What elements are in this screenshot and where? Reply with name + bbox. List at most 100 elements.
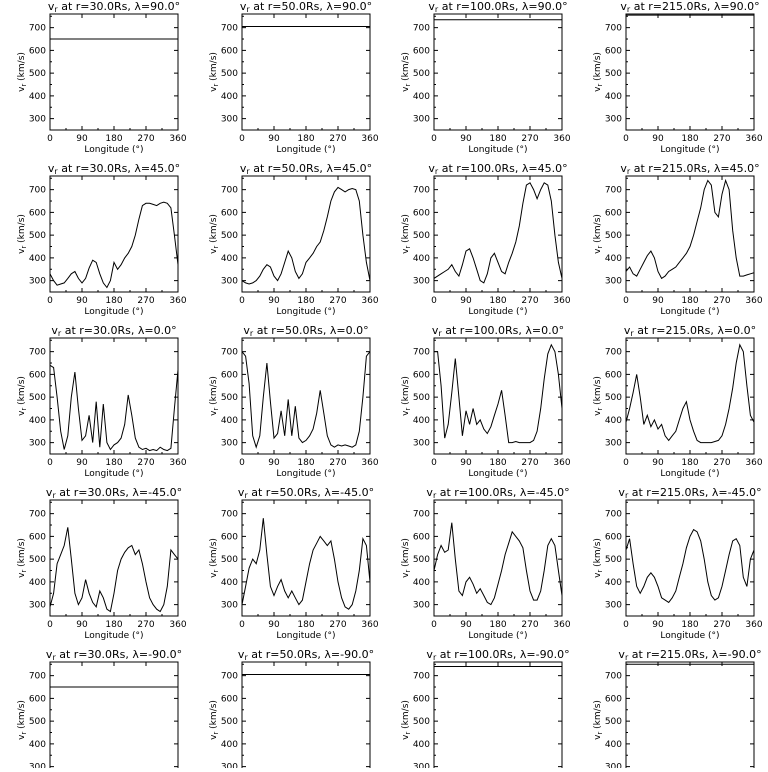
y-tick-label: 400 xyxy=(605,416,622,426)
y-tick-label: 400 xyxy=(221,578,238,588)
plot-frame xyxy=(49,337,179,455)
series-line xyxy=(50,201,178,289)
panel-title: vr at r=30.0Rs, λ=-45.0° xyxy=(46,486,182,500)
x-tick-label: 180 xyxy=(489,620,506,630)
x-tick-label: 90 xyxy=(268,620,280,630)
x-tick-label: 270 xyxy=(329,134,346,144)
y-tick-label: 300 xyxy=(413,439,430,449)
x-tick-label: 90 xyxy=(76,620,88,630)
panel-r3-c3: vr at r=215.0Rs, λ=-45.0° 0 90 180 270 360 300… xyxy=(593,486,763,641)
x-tick-label: 180 xyxy=(681,458,698,468)
x-tick-label: 0 xyxy=(47,296,53,306)
y-tick-label: 700 xyxy=(221,510,238,520)
y-tick-label: 600 xyxy=(221,694,238,704)
y-tick-label: 500 xyxy=(29,69,46,79)
panel-title: vr at r=215.0Rs, λ=0.0° xyxy=(624,324,756,338)
y-tick-label: 700 xyxy=(605,348,622,358)
plot-frame xyxy=(49,175,179,293)
series-line xyxy=(434,343,562,444)
series-line xyxy=(242,351,370,449)
y-axis-label: vr (km/s) xyxy=(17,376,28,416)
y-tick-label: 500 xyxy=(605,717,622,727)
x-tick-label: 270 xyxy=(137,134,154,144)
y-axis-label: vr (km/s) xyxy=(209,52,220,92)
y-tick-label: 600 xyxy=(221,208,238,218)
x-tick-label: 180 xyxy=(489,296,506,306)
panel-title: vr at r=30.0Rs, λ=-90.0° xyxy=(46,648,182,662)
x-tick-label: 360 xyxy=(553,134,570,144)
panel-r0-c1: vr at r=50.0Rs, λ=90.0° 0 90 180 270 360 300 40… xyxy=(209,0,379,155)
x-tick-label: 270 xyxy=(521,458,538,468)
y-tick-label: 300 xyxy=(605,601,622,611)
panel-title: vr at r=100.0Rs, λ=0.0° xyxy=(432,324,564,338)
panel-r4-c0: vr at r=30.0Rs, λ=-90.0°0901802703603004… xyxy=(17,648,182,772)
y-tick-label: 300 xyxy=(29,601,46,611)
panel-r2-c2: vr at r=100.0Rs, λ=0.0° 0 90 180 270 360 300 40… xyxy=(401,324,571,479)
plot-frame xyxy=(433,661,563,772)
y-tick-label: 600 xyxy=(413,370,430,380)
x-tick-label: 180 xyxy=(297,620,314,630)
y-tick-label: 300 xyxy=(221,763,238,768)
series-line xyxy=(50,364,178,452)
y-tick-label: 700 xyxy=(413,348,430,358)
panel-title: vr at r=100.0Rs, λ=-90.0° xyxy=(426,648,569,662)
y-tick-label: 500 xyxy=(29,393,46,403)
x-tick-label: 0 xyxy=(239,458,245,468)
y-tick-label: 700 xyxy=(605,24,622,34)
y-tick-label: 700 xyxy=(413,672,430,682)
y-tick-label: 500 xyxy=(605,231,622,241)
panel-r3-c2: vr at r=100.0Rs, λ=-45.0° 0 90 180 270 360 300… xyxy=(401,486,571,641)
plot-frame xyxy=(241,337,371,455)
y-tick-label: 600 xyxy=(29,46,46,56)
panel-r2-c0: vr at r=30.0Rs, λ=0.0° 0 90 180 270 360 300 400… xyxy=(17,324,187,479)
panel-title: vr at r=30.0Rs, λ=45.0° xyxy=(48,162,180,176)
y-tick-label: 300 xyxy=(413,277,430,287)
y-axis-label: vr (km/s) xyxy=(209,700,220,740)
x-tick-label: 360 xyxy=(169,620,186,630)
panel-r0-c0: vr at r=30.0Rs, λ=90.0° 0 90 180 270 360 300 40… xyxy=(17,0,187,155)
x-tick-label: 0 xyxy=(239,296,245,306)
panel-r0-c2: vr at r=100.0Rs, λ=90.0° 0 90 180 270 360 300 4… xyxy=(401,0,571,155)
x-tick-label: 180 xyxy=(489,134,506,144)
plot-frame xyxy=(49,661,179,772)
x-tick-label: 90 xyxy=(76,296,88,306)
x-tick-label: 0 xyxy=(431,134,437,144)
y-axis-label: vr (km/s) xyxy=(401,700,412,740)
y-tick-label: 600 xyxy=(221,46,238,56)
x-tick-label: 90 xyxy=(76,458,88,468)
y-axis-label: vr (km/s) xyxy=(401,376,412,416)
x-axis-label: Longitude (°) xyxy=(84,469,143,479)
x-axis-label: Longitude (°) xyxy=(84,145,143,155)
y-tick-label: 700 xyxy=(29,186,46,196)
x-tick-label: 360 xyxy=(745,134,762,144)
x-tick-label: 180 xyxy=(489,458,506,468)
plot-frame xyxy=(433,175,563,293)
y-tick-label: 700 xyxy=(29,24,46,34)
y-tick-label: 600 xyxy=(29,694,46,704)
y-tick-label: 300 xyxy=(29,763,46,768)
panel-title: vr at r=50.0Rs, λ=0.0° xyxy=(243,324,368,338)
y-tick-label: 500 xyxy=(221,393,238,403)
plot-frame xyxy=(625,499,755,617)
x-axis-label: Longitude (°) xyxy=(468,145,527,155)
y-tick-label: 500 xyxy=(413,393,430,403)
x-tick-label: 0 xyxy=(431,458,437,468)
y-tick-label: 400 xyxy=(221,254,238,264)
y-tick-label: 300 xyxy=(605,439,622,449)
x-tick-label: 90 xyxy=(652,458,664,468)
y-axis-label: vr (km/s) xyxy=(593,700,604,740)
x-tick-label: 0 xyxy=(47,458,53,468)
plot-frame xyxy=(625,13,755,131)
y-tick-label: 700 xyxy=(413,510,430,520)
y-tick-label: 500 xyxy=(221,717,238,727)
plot-frame xyxy=(433,13,563,131)
y-axis-label: vr (km/s) xyxy=(401,52,412,92)
y-tick-label: 300 xyxy=(221,115,238,125)
y-tick-label: 500 xyxy=(413,231,430,241)
x-axis-label: Longitude (°) xyxy=(660,307,719,317)
y-tick-label: 700 xyxy=(29,348,46,358)
y-tick-label: 300 xyxy=(605,763,622,768)
x-tick-label: 270 xyxy=(521,296,538,306)
x-tick-label: 270 xyxy=(137,296,154,306)
